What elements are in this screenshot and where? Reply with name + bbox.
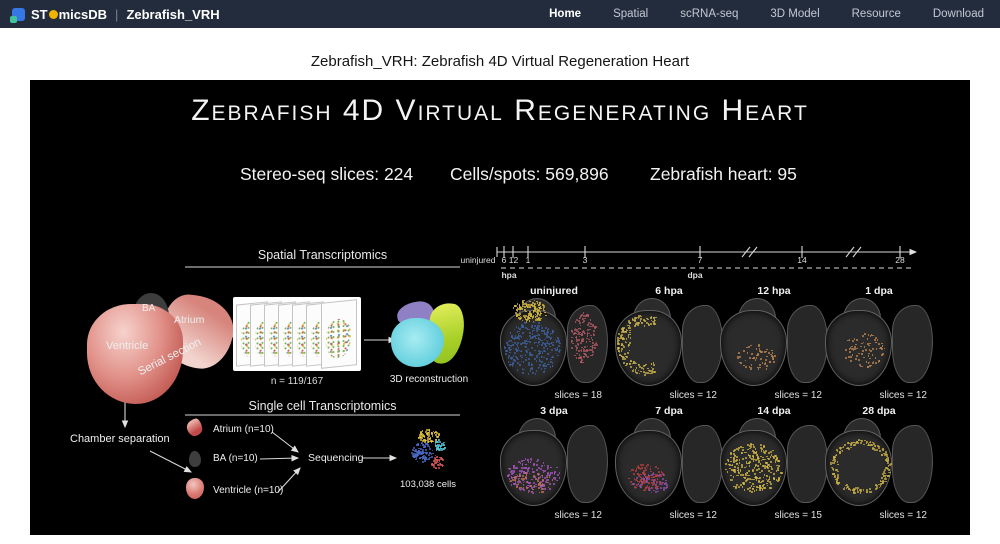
nav-item-spatial[interactable]: Spatial — [613, 8, 648, 20]
row-ba: BA (n=10) — [213, 453, 258, 464]
nav-item-home[interactable]: Home — [549, 8, 581, 20]
timeline-tick-28: 28 — [892, 255, 908, 265]
nav-item-scrna-seq[interactable]: scRNA-seq — [680, 8, 738, 20]
brand-separator: | — [115, 7, 118, 22]
slices-count: slices = 18 — [554, 390, 602, 401]
brand-name: ST micsDB — [31, 7, 107, 22]
slices-count: slices = 12 — [669, 510, 717, 521]
timeline-unit-dpa: dpa — [682, 270, 708, 280]
heart-section-image — [498, 418, 610, 507]
timepoint-label: uninjured — [498, 285, 610, 298]
timepoint-cell-6hpa: 6 hpa slices = 12 — [613, 285, 725, 403]
nav-item-download[interactable]: Download — [933, 8, 984, 20]
cells-caption: 103,038 cells — [394, 479, 462, 490]
atrium-sample-icon — [185, 418, 203, 438]
timeline-unit-hpa: hpa — [497, 270, 521, 280]
slices-count: slices = 15 — [774, 510, 822, 521]
heart-section-image — [823, 418, 935, 507]
heart-section-image — [613, 418, 725, 507]
ventricle-sample-icon — [186, 478, 204, 499]
serial-slices-panel — [233, 297, 361, 371]
brand[interactable]: ST micsDB | Zebrafish_VRH — [12, 7, 220, 22]
nav-item-3d-model[interactable]: 3D Model — [770, 8, 819, 20]
timepoint-label: 12 hpa — [718, 285, 830, 298]
section-single-cell-transcriptomics: Single cell Transcriptomics — [185, 399, 460, 413]
timeline-tick-7: 7 — [694, 255, 706, 265]
slices-n-caption: n = 119/167 — [233, 376, 361, 387]
label-ventricle: Ventricle — [106, 340, 148, 352]
label-atrium: Atrium — [174, 314, 204, 326]
stat-stereo-seq-slices: Stereo-seq slices: 224 — [240, 164, 413, 185]
yellow-o-icon — [49, 10, 58, 19]
timepoint-cell-uninjured: uninjured slices = 18 — [498, 285, 610, 403]
timepoint-cell-12hpa: 12 hpa slices = 12 — [718, 285, 830, 403]
timepoint-label: 14 dpa — [718, 405, 830, 418]
timepoint-label: 3 dpa — [498, 405, 610, 418]
project-name: Zebrafish_VRH — [126, 7, 219, 22]
timepoint-cell-7dpa: 7 dpa slices = 12 — [613, 405, 725, 523]
nav-menu: Home Spatial scRNA-seq 3D Model Resource… — [549, 8, 984, 20]
page-title: Zebrafish_VRH: Zebrafish 4D Virtual Rege… — [0, 53, 1000, 70]
timeline-tick-12: 12 — [507, 255, 520, 265]
timepoint-label: 1 dpa — [823, 285, 935, 298]
heart-section-image — [718, 418, 830, 507]
umap-scatter — [406, 428, 450, 474]
heart-section-image — [823, 298, 935, 387]
row-ventricle: Ventricle (n=10) — [213, 485, 283, 496]
timepoint-cell-14dpa: 14 dpa slices = 15 — [718, 405, 830, 523]
row-atrium: Atrium (n=10) — [213, 424, 274, 435]
section-spatial-transcriptomics: Spatial Transcriptomics — [185, 248, 460, 262]
timeline-tick-14: 14 — [794, 255, 810, 265]
nav-item-resource[interactable]: Resource — [852, 8, 901, 20]
timeline-tick-1: 1 — [522, 255, 534, 265]
timepoint-cell-28dpa: 28 dpa slices = 12 — [823, 405, 935, 523]
stat-zebrafish-heart: Zebrafish heart: 95 — [650, 164, 797, 185]
label-ba: BA — [142, 303, 155, 314]
label-chamber-separation: Chamber separation — [70, 433, 170, 445]
timepoint-cell-1dpa: 1 dpa slices = 12 — [823, 285, 935, 403]
slices-count: slices = 12 — [669, 390, 717, 401]
heart-section-image — [498, 298, 610, 387]
timeline-start-label: uninjured — [456, 255, 500, 265]
recon-caption: 3D reconstruction — [386, 374, 472, 385]
top-nav: ST micsDB | Zebrafish_VRH Home Spatial sc… — [0, 0, 1000, 28]
stomicsdb-logo-icon — [12, 8, 25, 21]
overview-figure: Zebrafish 4D Virtual Regenerating Heart … — [30, 80, 970, 535]
timepoint-label: 7 dpa — [613, 405, 725, 418]
slices-count: slices = 12 — [879, 390, 927, 401]
figure-headline: Zebrafish 4D Virtual Regenerating Heart — [30, 94, 970, 128]
timepoint-cell-3dpa: 3 dpa slices = 12 — [498, 405, 610, 523]
heart-section-image — [718, 298, 830, 387]
timepoint-label: 28 dpa — [823, 405, 935, 418]
ba-sample-icon — [189, 451, 201, 467]
slices-count: slices = 12 — [879, 510, 927, 521]
timepoint-label: 6 hpa — [613, 285, 725, 298]
slices-count: slices = 12 — [554, 510, 602, 521]
heart-section-image — [613, 298, 725, 387]
slices-count: slices = 12 — [774, 390, 822, 401]
timeline-tick-3: 3 — [579, 255, 591, 265]
stat-cells-spots: Cells/spots: 569,896 — [450, 164, 609, 185]
label-sequencing: Sequencing — [308, 452, 363, 464]
